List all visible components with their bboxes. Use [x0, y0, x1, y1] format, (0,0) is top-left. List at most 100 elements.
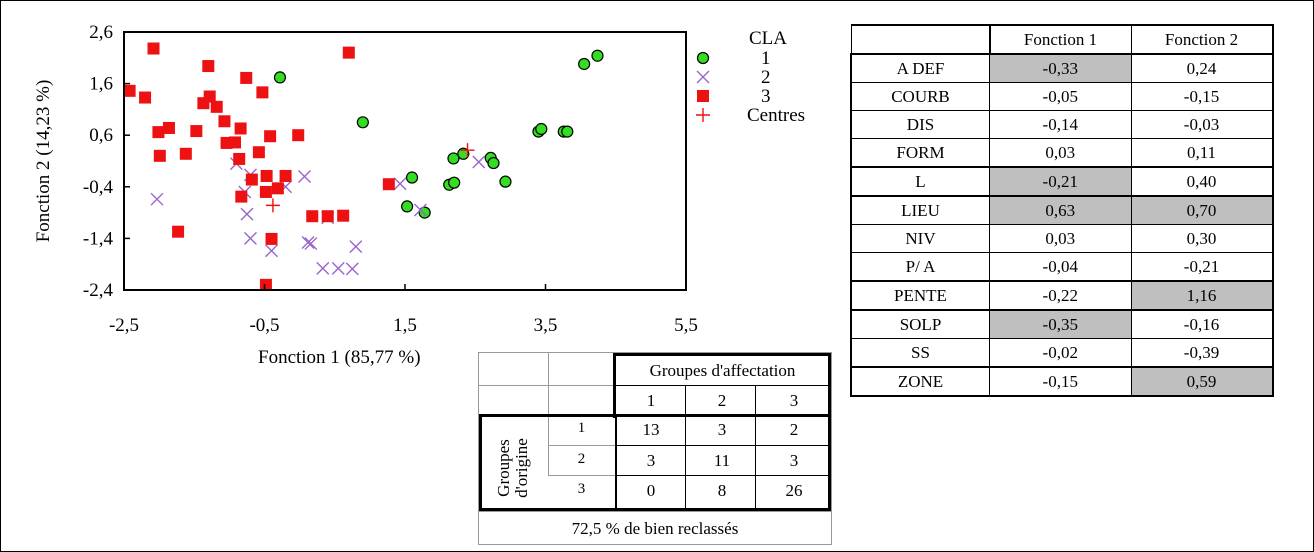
y-tick-label: -2,4 — [83, 280, 114, 301]
point-series-2 — [304, 237, 318, 251]
coef-variable-label: DIS — [850, 110, 990, 139]
coef-header-row: Fonction 1 Fonction 2 — [850, 24, 1274, 55]
point-series-Centres — [460, 143, 475, 158]
point-series-1 — [401, 200, 414, 213]
coef-value-f1: -0,35 — [989, 309, 1132, 339]
point-series-1 — [448, 176, 461, 189]
grid-line — [615, 475, 831, 476]
coef-row: PENTE -0,22 1,16 — [850, 280, 1274, 311]
coef-corner-cell — [850, 24, 990, 55]
coef-value-f2: 1,16 — [1130, 280, 1274, 311]
point-series-3 — [202, 60, 215, 73]
coef-row: DIS -0,14 -0,03 — [850, 110, 1274, 139]
point-series-2 — [316, 261, 330, 275]
coef-variable-label: L — [850, 166, 990, 197]
coef-row: P/ A -0,04 -0,21 — [850, 252, 1274, 282]
coef-row: L -0,21 0,40 — [850, 166, 1274, 197]
point-series-3 — [210, 100, 223, 113]
point-series-3 — [179, 147, 192, 160]
column-label: 1 — [646, 391, 656, 410]
coef-value-f2: -0,03 — [1130, 110, 1274, 139]
legend-marker-2 — [696, 70, 710, 84]
point-series-3 — [245, 173, 258, 186]
point-series-3 — [382, 178, 395, 191]
point-series-1 — [405, 171, 419, 184]
confusion-value: 0 — [646, 481, 656, 500]
confusion-value: 11 — [713, 451, 731, 470]
coef-row: FORM 0,03 0,11 — [850, 138, 1274, 168]
coef-column-header: Fonction 2 — [1130, 24, 1274, 55]
coef-value-f1: -0,04 — [989, 252, 1132, 282]
legend-title: CLA — [749, 28, 787, 49]
point-series-3 — [240, 71, 253, 84]
coef-variable-label: NIV — [850, 224, 990, 253]
coef-value-f2: -0,15 — [1130, 82, 1274, 111]
point-series-3 — [203, 90, 216, 103]
point-series-3 — [306, 210, 319, 223]
border-line — [613, 353, 616, 418]
coef-row: NIV 0,03 0,30 — [850, 224, 1274, 253]
coef-value-f2: -0,16 — [1130, 309, 1274, 339]
point-series-2 — [331, 261, 345, 275]
coef-value-f1: -0,15 — [989, 366, 1132, 397]
coef-variable-label: P/ A — [850, 252, 990, 282]
point-series-3 — [123, 84, 136, 97]
border-line — [479, 414, 831, 417]
grid-line — [479, 511, 831, 512]
y-tick-label: 0,6 — [89, 125, 113, 146]
coef-variable-label: PENTE — [850, 280, 990, 311]
confusion-table: Groupes d'affectation 1 2 3 1 13 3 2 2 3 11 3 3 0 8 26 G… — [478, 352, 832, 545]
point-series-1 — [356, 116, 369, 129]
point-series-3 — [228, 136, 241, 149]
point-series-2 — [243, 231, 257, 245]
coef-value-f2: -0,21 — [1130, 252, 1274, 282]
point-series-1 — [535, 122, 548, 136]
point-series-3 — [190, 125, 203, 138]
point-series-2 — [393, 177, 407, 191]
point-series-3 — [218, 115, 231, 128]
legend-marker-Centres — [696, 108, 710, 122]
point-series-3 — [271, 182, 284, 195]
column-label: 2 — [717, 391, 727, 410]
point-series-3 — [259, 185, 272, 198]
x-tick-label: -2,5 — [109, 315, 139, 336]
coef-variable-label: SS — [850, 338, 990, 368]
confusion-value: 26 — [785, 481, 803, 500]
point-series-3 — [292, 129, 305, 142]
y-tick-label: 2,6 — [89, 22, 113, 43]
point-series-1 — [591, 49, 604, 62]
point-series-3 — [153, 149, 166, 162]
origin-groups-header: Groupes d'origine — [494, 438, 531, 498]
point-series-3 — [139, 91, 152, 104]
row-label: 1 — [577, 420, 586, 436]
grid-line — [615, 445, 831, 446]
coef-value-f2: 0,70 — [1130, 195, 1274, 225]
coef-value-f2: 0,30 — [1130, 224, 1274, 253]
border-line — [479, 508, 831, 511]
coef-value-f1: -0,14 — [989, 110, 1132, 139]
point-series-1 — [561, 125, 574, 138]
point-series-3 — [264, 130, 277, 143]
point-series-1 — [273, 71, 287, 84]
grid-line — [615, 385, 831, 386]
coef-value-f1: -0,22 — [989, 280, 1132, 311]
confusion-value: 2 — [789, 420, 799, 439]
border-line — [613, 353, 831, 356]
point-series-3 — [321, 210, 334, 223]
coef-row: SOLP -0,35 -0,16 — [850, 309, 1274, 339]
confusion-value: 3 — [789, 451, 799, 470]
coef-row: LIEU 0,63 0,70 — [850, 195, 1274, 225]
x-axis-label: Fonction 1 (85,77 %) — [258, 347, 421, 368]
coef-value-f1: -0,33 — [989, 53, 1132, 83]
scatter-plot: -2,5 -0,5 1,5 3,5 5,5 2,6 1,6 0,6 -0,4 -1,4 -2,4 F… — [33, 22, 805, 368]
coef-variable-label: COURB — [850, 82, 990, 111]
y-tick-label: -0,4 — [83, 177, 114, 198]
coef-value-f1: -0,05 — [989, 82, 1132, 111]
row-label: 3 — [577, 481, 586, 497]
x-tick-label: 5,5 — [674, 315, 698, 336]
point-series-3 — [256, 86, 269, 99]
column-label: 3 — [789, 391, 799, 410]
x-tick-label: 3,5 — [534, 315, 558, 336]
legend-label: 1 — [761, 48, 771, 69]
point-series-1 — [457, 147, 470, 160]
